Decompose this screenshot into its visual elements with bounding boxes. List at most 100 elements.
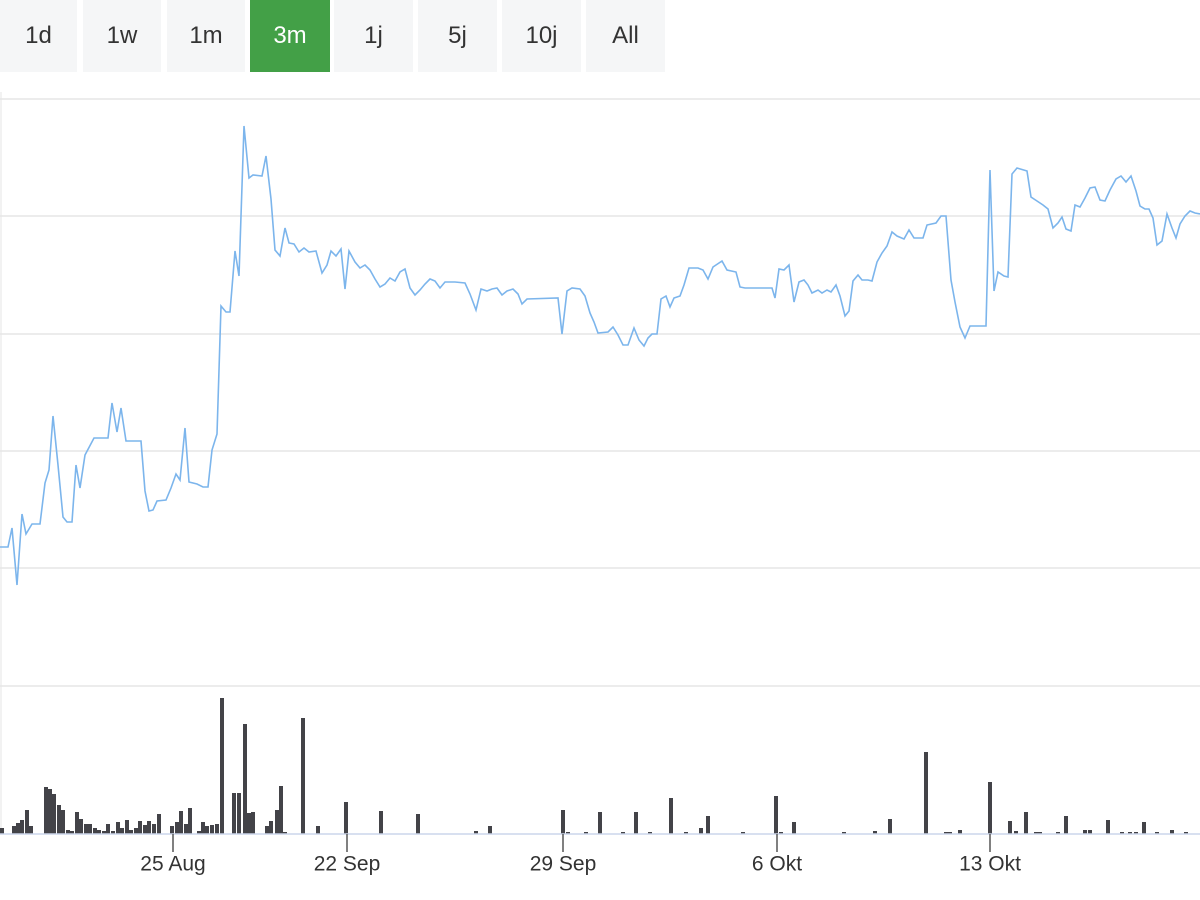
volume-bar — [48, 789, 52, 834]
volume-bar — [251, 812, 255, 834]
volume-bar — [201, 822, 205, 834]
volume-bar — [205, 826, 209, 834]
volume-bar — [488, 826, 492, 834]
range-button[interactable]: 3m — [250, 0, 330, 72]
volume-bar — [16, 823, 20, 834]
volume-bar — [197, 831, 201, 834]
volume-bar — [1008, 821, 1012, 834]
volume-bar — [279, 786, 283, 834]
volume-bar — [275, 810, 279, 834]
volume-bar — [474, 831, 478, 834]
range-button[interactable]: 1d — [0, 0, 77, 72]
volume-bar — [265, 826, 269, 834]
volume-bar — [1083, 830, 1087, 834]
volume-bar — [1088, 830, 1092, 834]
volume-bar — [88, 824, 92, 834]
volume-bar — [79, 819, 83, 834]
volume-bar — [1038, 832, 1042, 834]
volume-bar — [316, 826, 320, 834]
volume-bar — [1170, 830, 1174, 834]
volume-bar — [61, 810, 65, 834]
price-line — [0, 125, 1200, 586]
volume-bar — [648, 832, 652, 834]
volume-bar — [1014, 831, 1018, 834]
volume-bar — [944, 832, 948, 834]
volume-bar — [44, 787, 48, 834]
range-button[interactable]: 5j — [418, 0, 497, 72]
x-tick-label: 22 Sep — [314, 853, 381, 876]
range-button[interactable]: 1m — [167, 0, 245, 72]
volume-bar — [52, 794, 56, 834]
volume-bar — [66, 830, 70, 834]
volume-bar — [111, 831, 115, 834]
volume-bar — [1064, 816, 1068, 834]
volume-bar — [29, 826, 33, 834]
volume-bar — [1155, 832, 1159, 834]
volume-bar — [175, 822, 179, 834]
range-button[interactable]: All — [586, 0, 665, 72]
volume-bar — [1184, 832, 1188, 834]
volume-bar — [283, 832, 287, 834]
volume-bar — [134, 828, 138, 834]
volume-bar — [269, 821, 273, 834]
volume-bar — [1034, 832, 1038, 834]
volume-bar — [634, 812, 638, 834]
volume-bar — [988, 782, 992, 834]
volume-bar — [842, 832, 846, 834]
volume-bar — [243, 724, 247, 834]
volume-bar — [598, 812, 602, 834]
volume-bar — [147, 821, 151, 834]
volume-bar — [116, 822, 120, 834]
x-tick-label: 6 Okt — [752, 853, 802, 876]
x-tick-label: 25 Aug — [140, 853, 205, 876]
volume-bar — [120, 828, 124, 834]
volume-bar — [416, 814, 420, 834]
volume-bar — [97, 830, 101, 834]
volume-bar — [170, 826, 174, 834]
volume-bar — [779, 832, 783, 834]
volume-bar — [699, 828, 703, 834]
volume-bar — [152, 824, 156, 834]
volume-bar — [20, 820, 24, 834]
range-button[interactable]: 1w — [83, 0, 161, 72]
volume-bar — [1134, 832, 1138, 834]
volume-bar — [0, 828, 4, 834]
volume-bar — [188, 808, 192, 834]
volume-bar — [792, 822, 796, 834]
volume-bar — [237, 793, 241, 834]
range-button[interactable]: 10j — [502, 0, 581, 72]
volume-bar — [958, 830, 962, 834]
volume-bar — [129, 830, 133, 834]
volume-bar — [12, 826, 16, 834]
volume-bar — [706, 816, 710, 834]
volume-bar — [70, 831, 74, 834]
volume-bar — [301, 718, 305, 834]
volume-bar — [1142, 822, 1146, 834]
volume-bar — [57, 805, 61, 834]
volume-bar — [566, 832, 570, 834]
volume-bar — [210, 825, 214, 834]
volume-bar — [948, 832, 952, 834]
volume-bar — [184, 824, 188, 834]
volume-bar — [621, 832, 625, 834]
volume-bar — [84, 824, 88, 834]
volume-bar — [888, 819, 892, 834]
volume-bar — [774, 796, 778, 834]
volume-bar — [379, 811, 383, 834]
volume-bar — [232, 793, 236, 834]
x-tick-label: 13 Okt — [959, 853, 1021, 876]
range-button[interactable]: 1j — [334, 0, 413, 72]
volume-bar — [106, 824, 110, 834]
volume-bar — [1106, 820, 1110, 834]
volume-bar — [102, 831, 106, 834]
volume-bar — [1056, 832, 1060, 834]
volume-bar — [220, 698, 224, 834]
volume-bar — [1128, 832, 1132, 834]
volume-bar — [344, 802, 348, 834]
volume-bar — [93, 828, 97, 834]
volume-bar — [25, 810, 29, 834]
volume-bar — [1024, 812, 1028, 834]
volume-bar — [215, 824, 219, 834]
